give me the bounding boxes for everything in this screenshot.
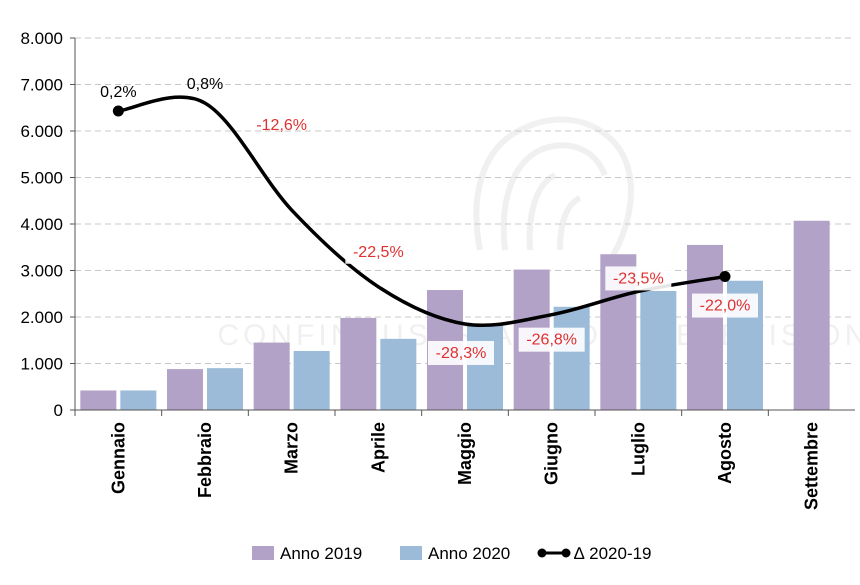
x-tick-label: Agosto — [715, 422, 735, 484]
x-tick-label: Settembre — [802, 422, 822, 510]
legend-label: Anno 2020 — [428, 544, 510, 563]
y-tick-label: 5.000 — [20, 169, 63, 188]
y-tick-label: 8.000 — [20, 29, 63, 48]
delta-line-start-marker — [112, 105, 124, 117]
x-tick-label: Luglio — [628, 422, 648, 476]
bar-anno-2019 — [687, 244, 723, 410]
legend-label: Anno 2019 — [280, 544, 362, 563]
grid — [75, 37, 855, 364]
data-label: -26,8% — [526, 332, 577, 349]
legend: Anno 2019 Anno 2020 ∆ 2020-19 — [252, 544, 652, 563]
data-label-box — [692, 293, 758, 318]
data-label-box — [518, 327, 585, 352]
bar-anno-2020 — [380, 338, 417, 410]
data-label: -23,5% — [613, 270, 664, 287]
bar-anno-2019 — [80, 390, 117, 410]
y-tick-label: 6.000 — [20, 122, 63, 141]
bars — [80, 220, 830, 410]
delta-line-path — [118, 95, 726, 328]
bar-anno-2019 — [253, 342, 290, 410]
legend-line-marker — [537, 548, 547, 558]
bar-anno-2020 — [553, 306, 590, 410]
bar-anno-2020 — [293, 350, 330, 410]
data-label: 0,8% — [187, 76, 223, 93]
x-tick-label: Maggio — [455, 422, 475, 485]
y-tick-label: 1.000 — [20, 355, 63, 374]
y-tick-label: 4.000 — [20, 215, 63, 234]
x-tick-label: Gennaio — [108, 422, 128, 494]
x-tick-label: Febbraio — [195, 422, 215, 498]
bar-anno-2020 — [467, 323, 503, 410]
y-tick-label: 2.000 — [20, 308, 63, 327]
legend-swatch — [400, 546, 422, 560]
data-label: -22,0% — [700, 298, 751, 315]
legend-swatch — [252, 546, 274, 560]
legend-label: ∆ 2020-19 — [574, 544, 652, 563]
trend-line: 0,2% 0,8% -12,6% -22,5% -28,3% -26,8% -23,5% -2… — [100, 76, 758, 365]
x-tick-label: Giugno — [542, 422, 562, 485]
data-label-box — [428, 340, 494, 365]
x-tick-label: Marzo — [282, 422, 302, 474]
data-label-box — [345, 239, 412, 264]
data-label: 0,2% — [100, 84, 136, 101]
bar-anno-2019 — [793, 220, 830, 410]
data-label: -28,3% — [436, 345, 487, 362]
bar-anno-2019 — [167, 369, 203, 410]
bar-anno-2020 — [120, 390, 157, 410]
bar-anno-2019 — [340, 317, 377, 410]
delta-line-end-marker — [719, 271, 731, 283]
legend-line-marker — [561, 548, 571, 558]
data-label: -22,5% — [353, 244, 404, 261]
data-label: -12,6% — [256, 117, 307, 134]
y-tick-label: 3.000 — [20, 262, 63, 281]
axes: 0 1.000 2.000 3.000 4.000 5.000 6.000 7.000 8.00… — [20, 29, 855, 510]
y-tick-label: 7.000 — [20, 76, 63, 95]
data-label-box — [605, 266, 672, 291]
bar-anno-2020 — [207, 368, 243, 410]
x-tick-label: Aprile — [368, 422, 388, 473]
y-tick-label: 0 — [54, 401, 63, 420]
bar-anno-2020 — [640, 290, 677, 410]
